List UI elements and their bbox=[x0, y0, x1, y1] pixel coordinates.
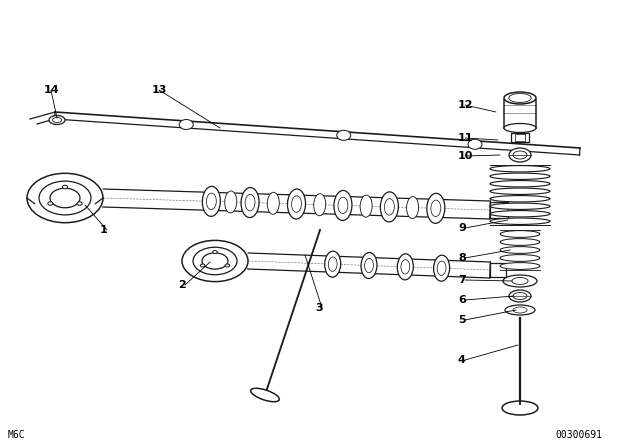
Ellipse shape bbox=[427, 194, 445, 223]
FancyBboxPatch shape bbox=[511, 133, 529, 142]
Ellipse shape bbox=[202, 253, 228, 269]
Ellipse shape bbox=[212, 250, 217, 254]
Ellipse shape bbox=[49, 116, 65, 125]
Text: 3: 3 bbox=[315, 303, 323, 313]
Ellipse shape bbox=[503, 275, 537, 287]
Text: 13: 13 bbox=[152, 85, 168, 95]
Text: 2: 2 bbox=[178, 280, 186, 290]
Ellipse shape bbox=[287, 189, 305, 219]
Ellipse shape bbox=[406, 197, 419, 219]
Ellipse shape bbox=[200, 264, 205, 267]
Ellipse shape bbox=[509, 148, 531, 162]
Ellipse shape bbox=[27, 173, 103, 223]
Ellipse shape bbox=[338, 197, 348, 214]
Text: 12: 12 bbox=[458, 100, 474, 110]
Ellipse shape bbox=[48, 202, 53, 205]
Ellipse shape bbox=[500, 231, 540, 237]
Ellipse shape bbox=[328, 257, 337, 271]
FancyBboxPatch shape bbox=[490, 202, 508, 218]
Ellipse shape bbox=[500, 239, 540, 246]
Ellipse shape bbox=[512, 277, 528, 284]
Ellipse shape bbox=[504, 124, 536, 133]
Text: 5: 5 bbox=[458, 315, 466, 325]
Ellipse shape bbox=[202, 186, 220, 216]
Ellipse shape bbox=[500, 254, 540, 261]
Ellipse shape bbox=[513, 293, 527, 300]
Ellipse shape bbox=[245, 194, 255, 211]
Ellipse shape bbox=[225, 191, 237, 213]
Ellipse shape bbox=[433, 255, 450, 281]
Ellipse shape bbox=[50, 188, 80, 208]
Ellipse shape bbox=[193, 247, 237, 275]
Text: 4: 4 bbox=[458, 355, 466, 365]
Ellipse shape bbox=[77, 202, 82, 205]
Ellipse shape bbox=[490, 196, 550, 202]
Ellipse shape bbox=[385, 198, 394, 215]
Ellipse shape bbox=[360, 195, 372, 217]
Text: 8: 8 bbox=[458, 253, 466, 263]
Ellipse shape bbox=[500, 246, 540, 254]
Text: M6C: M6C bbox=[8, 430, 26, 440]
Ellipse shape bbox=[504, 92, 536, 104]
Ellipse shape bbox=[513, 151, 527, 159]
Ellipse shape bbox=[39, 181, 91, 215]
Ellipse shape bbox=[207, 193, 216, 210]
Text: 10: 10 bbox=[458, 151, 474, 161]
Ellipse shape bbox=[334, 190, 352, 220]
Ellipse shape bbox=[225, 264, 230, 267]
Ellipse shape bbox=[490, 211, 550, 217]
Text: 9: 9 bbox=[458, 223, 466, 233]
Ellipse shape bbox=[513, 307, 527, 313]
Text: 14: 14 bbox=[44, 85, 60, 95]
Ellipse shape bbox=[490, 166, 550, 172]
Ellipse shape bbox=[179, 120, 193, 129]
Ellipse shape bbox=[500, 263, 540, 269]
Ellipse shape bbox=[241, 188, 259, 218]
Ellipse shape bbox=[292, 196, 301, 212]
Ellipse shape bbox=[337, 130, 351, 140]
Ellipse shape bbox=[490, 203, 550, 209]
Ellipse shape bbox=[268, 192, 279, 214]
FancyBboxPatch shape bbox=[490, 263, 506, 277]
Ellipse shape bbox=[490, 218, 550, 224]
Ellipse shape bbox=[437, 261, 446, 276]
Ellipse shape bbox=[431, 200, 441, 216]
Ellipse shape bbox=[314, 194, 326, 216]
Ellipse shape bbox=[397, 254, 413, 280]
Ellipse shape bbox=[505, 305, 535, 315]
Ellipse shape bbox=[52, 117, 61, 122]
Ellipse shape bbox=[468, 139, 482, 149]
Text: 6: 6 bbox=[458, 295, 466, 305]
Ellipse shape bbox=[490, 181, 550, 187]
Ellipse shape bbox=[251, 388, 279, 402]
Text: 7: 7 bbox=[458, 275, 466, 285]
Ellipse shape bbox=[401, 260, 410, 274]
Ellipse shape bbox=[365, 258, 373, 273]
Ellipse shape bbox=[182, 241, 248, 282]
Ellipse shape bbox=[361, 253, 377, 279]
Ellipse shape bbox=[490, 188, 550, 194]
FancyBboxPatch shape bbox=[515, 134, 525, 141]
Text: 00300691: 00300691 bbox=[555, 430, 602, 440]
Ellipse shape bbox=[490, 173, 550, 180]
Ellipse shape bbox=[380, 192, 398, 222]
Ellipse shape bbox=[502, 401, 538, 415]
Ellipse shape bbox=[63, 185, 67, 189]
Ellipse shape bbox=[324, 251, 340, 277]
Text: 11: 11 bbox=[458, 133, 474, 143]
Ellipse shape bbox=[509, 290, 531, 302]
Text: 1: 1 bbox=[100, 225, 108, 235]
Ellipse shape bbox=[509, 94, 531, 103]
